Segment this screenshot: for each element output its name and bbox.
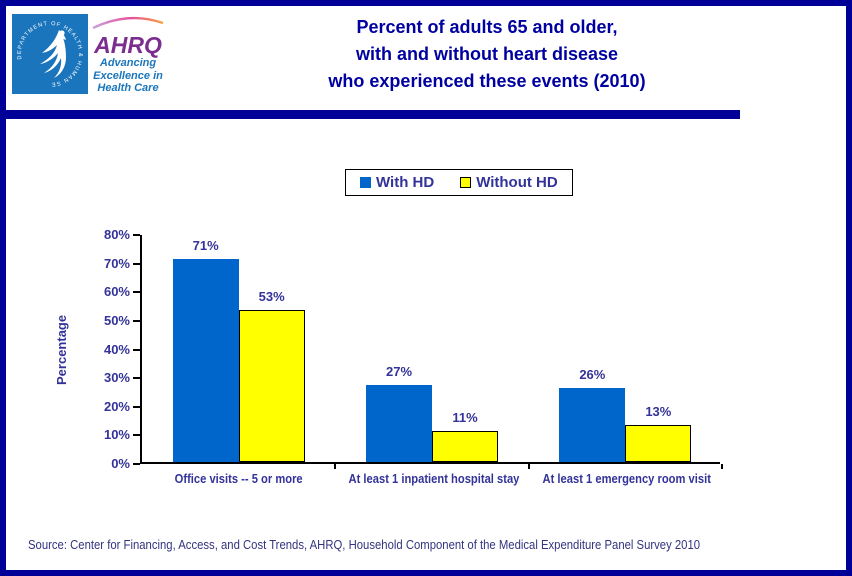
category-label: Office visits -- 5 or more: [174, 471, 303, 486]
y-tick-mark: [133, 319, 140, 322]
y-tick-label: 0%: [111, 456, 130, 471]
x-tick-mark: [334, 464, 337, 469]
legend-label: With HD: [376, 174, 435, 191]
y-tick-label: 70%: [103, 255, 130, 271]
header-logos: DEPARTMENT OF HEALTH & HUMAN SERVICES • …: [12, 14, 168, 94]
y-tick-mark: [133, 377, 140, 380]
bar-with-hd: [559, 387, 626, 462]
ahrq-arc-icon: [92, 16, 164, 30]
y-tick-label: 20%: [103, 398, 130, 414]
ahrq-tagline-line: Advancing: [99, 57, 157, 69]
ahrq-tagline-line: Health Care: [97, 82, 159, 94]
y-tick-label: 60%: [103, 284, 130, 300]
hhs-logo-icon: DEPARTMENT OF HEALTH & HUMAN SERVICES • …: [12, 14, 88, 94]
page-title: Percent of adults 65 and older, with and…: [242, 14, 732, 95]
legend-item-without-hd: Without HD: [460, 174, 558, 191]
bar-value-label: 11%: [452, 409, 478, 425]
y-tick-label: 30%: [103, 370, 130, 386]
title-line-3: who experienced these events (2010): [328, 71, 646, 91]
x-tick-mark: [527, 464, 530, 469]
y-tick-label: 10%: [103, 427, 130, 443]
bar-value-label: 13%: [645, 403, 672, 419]
bar-without-hd: [238, 310, 305, 462]
ahrq-tagline-line: Excellence in: [93, 69, 163, 82]
y-tick-mark: [133, 291, 140, 294]
y-axis-title: Percentage: [54, 314, 69, 385]
bar-value-label: 53%: [258, 289, 285, 305]
category-label: At least 1 inpatient hospital stay: [348, 471, 520, 486]
y-tick-mark: [133, 405, 140, 408]
chart-legend: With HD Without HD: [345, 169, 573, 196]
legend-label: Without HD: [476, 174, 558, 191]
bar-value-label: 71%: [192, 237, 219, 253]
hhs-eagle-icon: [40, 30, 66, 78]
bar-with-hd: [366, 384, 432, 462]
y-tick-mark: [133, 262, 140, 265]
y-tick-mark: [133, 463, 140, 465]
legend-marker-with-hd-icon: [360, 177, 371, 188]
ahrq-tagline: Advancing Excellence in Health Care: [88, 57, 168, 95]
category-label: At least 1 emergency room visit: [542, 471, 711, 486]
legend-item-with-hd: With HD: [360, 174, 434, 191]
plot-area: 0% 10% 20% 30% 40% 50% 60% 70% 80% 71% 53% Office v…: [104, 227, 723, 486]
y-tick-label: 50%: [103, 312, 130, 328]
bar-value-label: 27%: [385, 363, 413, 379]
ahrq-logo: AHRQ Advancing Excellence in Health Care: [88, 14, 168, 94]
y-tick-label: 80%: [103, 227, 130, 242]
x-tick-mark: [721, 464, 723, 469]
y-tick-label: 40%: [103, 341, 130, 357]
y-tick-mark: [133, 434, 140, 437]
title-line-2: with and without heart disease: [355, 44, 619, 64]
header-divider-bar: [6, 110, 740, 119]
bar-without-hd: [625, 424, 692, 462]
legend-marker-without-hd-icon: [460, 177, 472, 188]
y-tick-mark: [133, 348, 140, 351]
bar-value-label: 26%: [579, 366, 606, 382]
y-tick-mark: [133, 234, 140, 236]
title-line-1: Percent of adults 65 and older,: [356, 17, 618, 37]
bar-without-hd: [432, 430, 498, 462]
source-note: Source: Center for Financing, Access, an…: [28, 537, 701, 552]
bar-with-hd: [172, 258, 239, 462]
ahrq-acronym: AHRQ: [94, 32, 162, 58]
